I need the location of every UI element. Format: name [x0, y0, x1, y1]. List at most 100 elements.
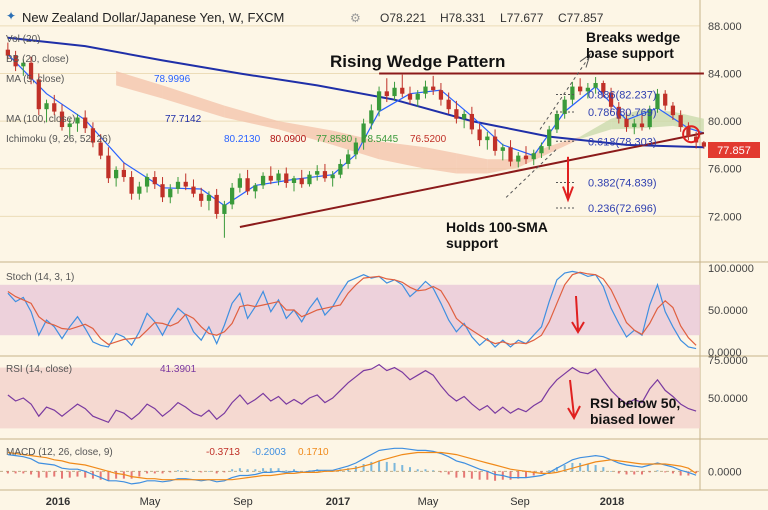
macd-hist-bar	[432, 470, 435, 472]
candle-body	[307, 174, 312, 185]
time-tick-label: May	[140, 496, 161, 508]
ohlc-open: O78.221	[380, 11, 426, 25]
candle-body	[183, 181, 188, 187]
macd-hist-bar	[238, 468, 241, 472]
fib-label: 0.786(80.769)	[588, 107, 657, 119]
stoch-band	[0, 284, 700, 336]
candle-body	[701, 142, 706, 147]
legend-macd[interactable]: MACD (12, 26, close, 9)	[6, 447, 113, 458]
candle-body	[44, 103, 49, 110]
macd-hist-bar	[161, 471, 164, 474]
candle-body	[98, 142, 103, 156]
legend-ma100[interactable]: MA (100, close)	[6, 114, 75, 125]
candle-body	[152, 177, 157, 185]
macd-hist-bar	[586, 464, 589, 472]
pane-legends: Stoch (14, 3, 1) RSI (14, close) 41.3901…	[6, 272, 329, 458]
price-tick-label: 88.000	[708, 21, 742, 33]
ohlc-high: H78.331	[440, 11, 486, 25]
breaks-pointer	[539, 55, 591, 130]
legend-rsi[interactable]: RSI (14, close)	[6, 364, 72, 375]
macd-hist-bar	[486, 471, 489, 480]
symbol-title[interactable]: New Zealand Dollar/Japanese Yen, W, FXCM	[22, 10, 284, 25]
macd-tick-label: 0.0000	[708, 466, 742, 478]
legend-bb[interactable]: BB (20, close)	[6, 54, 69, 65]
candle-body	[230, 187, 235, 205]
macd-hist-bar	[184, 470, 187, 472]
price-candles[interactable]	[5, 42, 706, 238]
candle-body	[121, 169, 126, 178]
wedge-title: Rising Wedge Pattern	[330, 52, 505, 71]
macd-hist-bar	[610, 471, 613, 472]
candle-body	[59, 111, 65, 128]
macd-hist-bar	[625, 471, 628, 475]
candle-body	[13, 55, 18, 67]
candle-body	[469, 113, 474, 130]
stoch-d-line	[7, 271, 697, 346]
macd-hist-bar	[470, 471, 473, 479]
legend-ichimoku-v4: 78.5445	[362, 134, 399, 145]
macd-hist-bar	[579, 462, 582, 472]
fib-label: 0.382(74.839)	[588, 178, 657, 190]
candle-body	[299, 178, 304, 185]
macd-hist-bar	[393, 462, 396, 472]
candle-body	[639, 123, 645, 128]
legend-stoch[interactable]: Stoch (14, 3, 1)	[6, 272, 74, 283]
macd-hist-bar	[509, 471, 512, 480]
candle-body	[106, 155, 111, 179]
candle-body	[516, 155, 521, 162]
macd-hist-bar	[362, 464, 365, 472]
macd-hist-bar	[293, 469, 295, 472]
candle-body	[601, 83, 606, 93]
ichimoku-cloud-segment	[116, 71, 163, 99]
candle-body	[523, 155, 529, 160]
candle-body	[52, 103, 57, 112]
candle-body	[624, 118, 629, 128]
macd-hist-bar	[177, 470, 179, 472]
candle-body	[508, 147, 513, 162]
candle-body	[570, 86, 575, 100]
settings-gear-icon[interactable]: ⚙	[350, 11, 361, 25]
candle-body	[376, 91, 382, 111]
candle-body	[114, 169, 119, 179]
ichimoku-cloud-segment	[580, 118, 612, 139]
legend-vol[interactable]: Vol (20)	[6, 34, 40, 45]
rsi-down-arrow	[567, 379, 581, 421]
legend-macd-hist-value: 0.1710	[298, 447, 329, 458]
candle-body	[384, 91, 389, 97]
macd-hist-bar	[14, 471, 17, 474]
rsi-note-line2: biased lower	[590, 411, 675, 427]
symbol-header: ✦ New Zealand Dollar/Japanese Yen, W, FX…	[6, 9, 604, 25]
legend-ichimoku[interactable]: Ichimoku (9, 26, 52, 26)	[6, 134, 111, 145]
macd-hist-bar	[532, 471, 535, 476]
candle-body	[268, 175, 273, 181]
candle-body	[353, 142, 358, 155]
macd-signal-line	[7, 451, 697, 481]
rsi-note-line1: RSI below 50,	[590, 395, 680, 411]
macd-hist-bar	[409, 467, 411, 472]
fib-label: 0.886(82.237)	[588, 89, 657, 101]
candle-body	[160, 184, 165, 198]
macd-hist-bar	[146, 471, 149, 474]
macd-hist-bar	[200, 471, 203, 473]
macd-hist-bar	[192, 471, 195, 472]
candle-body	[415, 93, 420, 100]
candle-body	[36, 79, 41, 110]
candle-body	[90, 128, 96, 143]
candle-body	[477, 129, 482, 141]
macd-hist-bar	[439, 471, 442, 473]
macd-hist-bar	[594, 465, 597, 472]
macd-hist-bar	[269, 468, 272, 472]
macd-hist-bar	[424, 469, 427, 472]
breakout-circle	[682, 125, 701, 144]
legend-ma5[interactable]: MA (5, close)	[6, 74, 64, 85]
macd-hist-bar	[6, 471, 9, 474]
legend-ichimoku-v3: 77.8580	[316, 134, 353, 145]
candle-body	[175, 181, 181, 189]
candle-body	[322, 171, 328, 179]
rsi-line	[7, 363, 697, 424]
candle-body	[578, 86, 583, 92]
macd-line	[7, 447, 697, 485]
candle-body	[214, 194, 219, 214]
candle-body	[237, 178, 242, 188]
